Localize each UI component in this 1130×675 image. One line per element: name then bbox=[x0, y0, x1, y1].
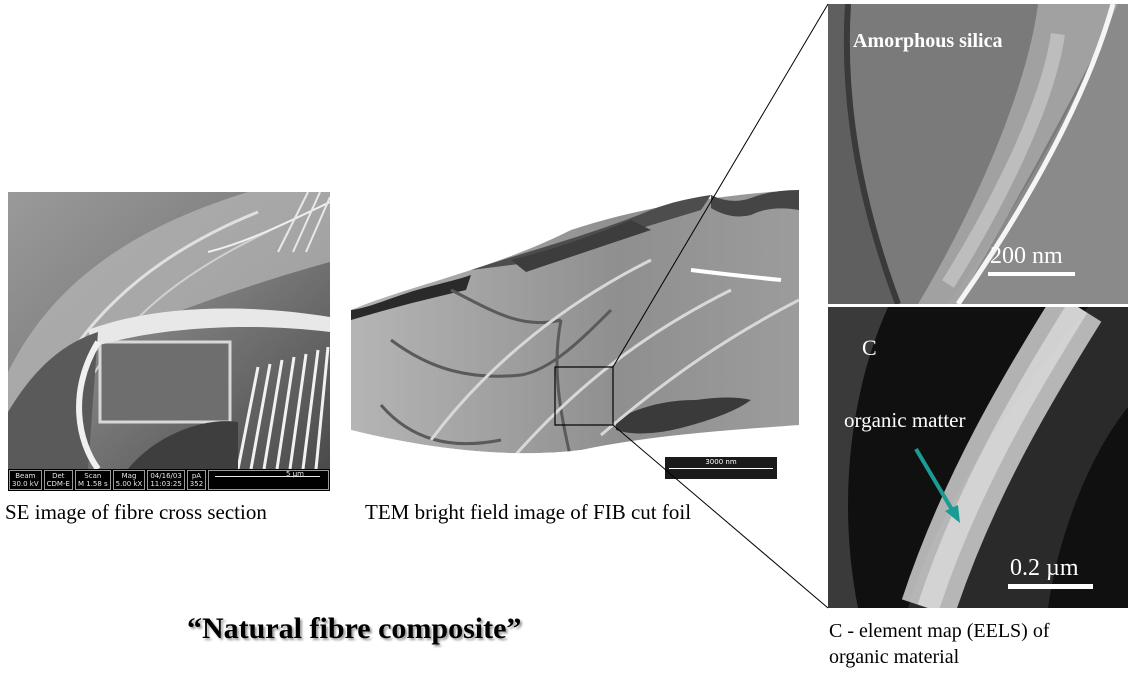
eels-caption-line1: C - element map (EELS) of bbox=[829, 620, 1050, 642]
silica-scale-line bbox=[988, 272, 1075, 276]
sem-scale-bar: 5 µm bbox=[208, 470, 329, 490]
eels-scale-label: 0.2 µm bbox=[1010, 555, 1079, 581]
tem-scale-bar: 3000 nm bbox=[665, 457, 777, 479]
sem-mag: Mag 5.00 kX bbox=[112, 470, 146, 490]
sem-current: pA 352 bbox=[186, 470, 207, 490]
organic-matter-label: organic matter bbox=[844, 408, 966, 432]
tem-scale-label: 3000 nm bbox=[705, 458, 737, 466]
tem-caption: TEM bright field image of FIB cut foil bbox=[365, 500, 692, 524]
page-title: “Natural fibre composite” bbox=[187, 612, 522, 645]
silica-scale-label: 200 nm bbox=[990, 243, 1063, 269]
se-caption: SE image of fibre cross section bbox=[5, 500, 267, 524]
sem-beam: Beam 30.0 kV bbox=[9, 470, 42, 490]
tem-image bbox=[351, 190, 799, 490]
se-image bbox=[8, 192, 330, 469]
silica-image bbox=[828, 4, 1128, 304]
eels-element-label: C bbox=[862, 335, 877, 360]
sem-info-bar: Beam 30.0 kV Det CDM-E Scan M 1.58 s Mag 5.0… bbox=[8, 469, 330, 491]
eels-scale-line bbox=[1008, 584, 1093, 589]
organic-matter-arrow bbox=[914, 447, 960, 523]
sem-scale-label: 5 µm bbox=[286, 470, 304, 478]
eels-caption-line2: organic material bbox=[829, 646, 960, 668]
sem-det: Det CDM-E bbox=[43, 470, 73, 490]
eels-map-image bbox=[828, 307, 1128, 608]
sem-scan: Scan M 1.58 s bbox=[74, 470, 111, 490]
silica-label: Amorphous silica bbox=[853, 30, 1003, 52]
sem-datetime: 04/16/03 11:03:25 bbox=[147, 470, 185, 490]
